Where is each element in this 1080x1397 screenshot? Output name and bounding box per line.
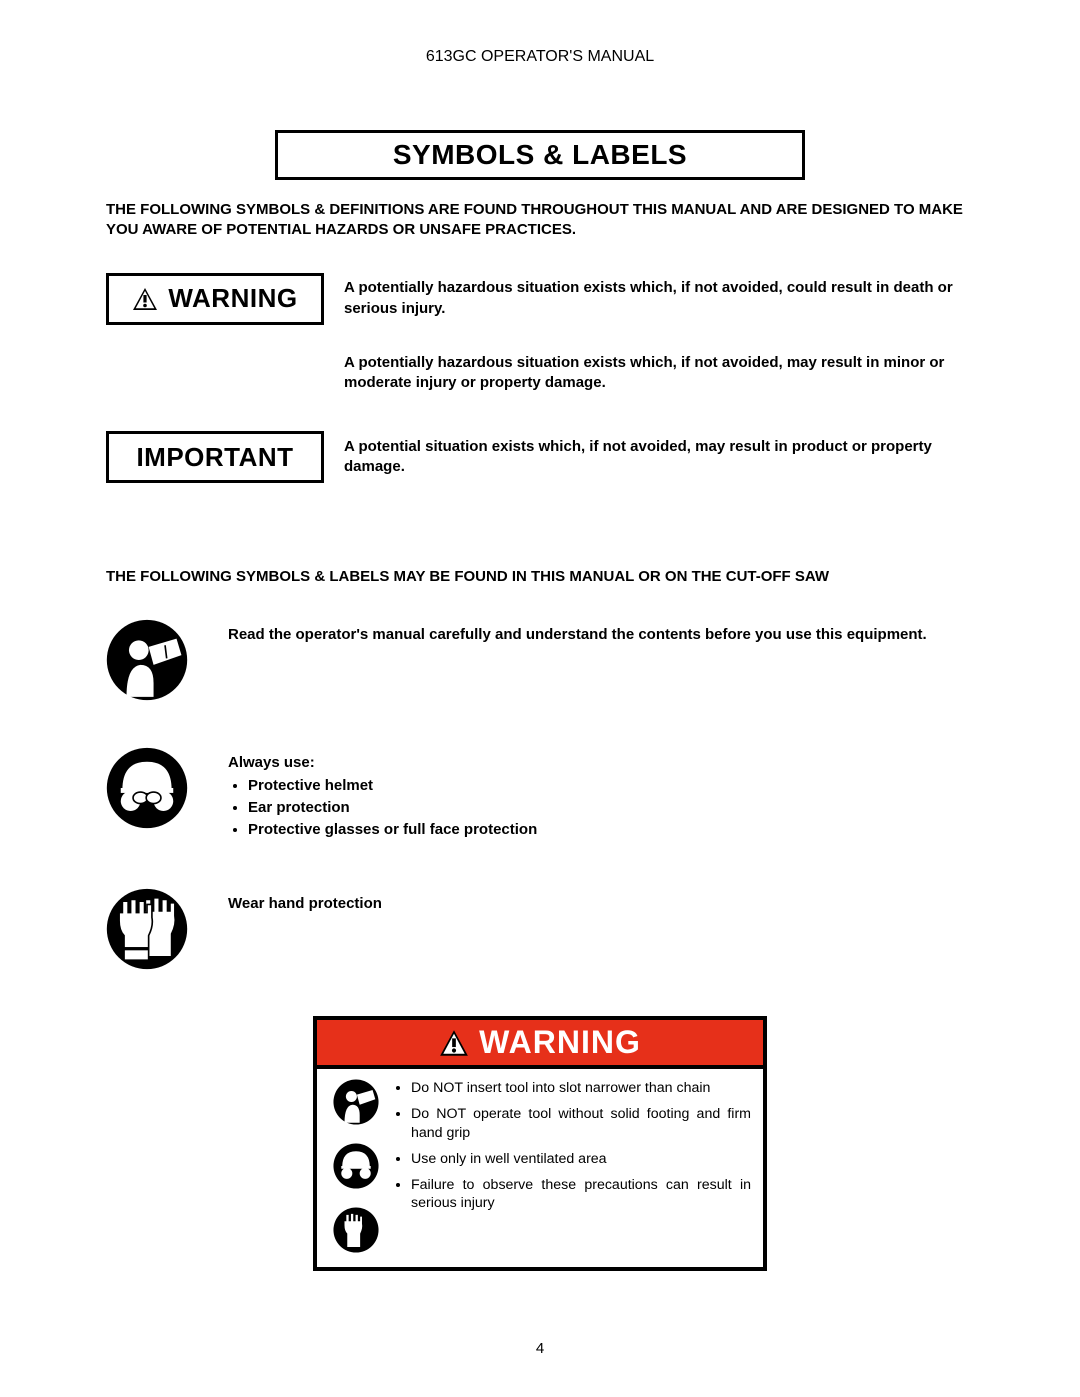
definition-row-important: IMPORTANT A potential situation exists w… xyxy=(106,431,974,483)
warning-label-list: Do NOT insert tool into slot narrower th… xyxy=(397,1079,751,1253)
ppe-bullet: Ear protection xyxy=(248,798,974,818)
caution-definition-text: A potentially hazardous situation exists… xyxy=(344,353,974,394)
symbol-ppe-text: Always use: Protective helmet Ear protec… xyxy=(228,747,974,842)
read-manual-icon xyxy=(333,1079,379,1125)
section-title-box: SYMBOLS & LABELS xyxy=(275,130,805,180)
warning-item: Failure to observe these precautions can… xyxy=(411,1176,751,1212)
important-box: IMPORTANT xyxy=(106,431,324,483)
symbol-manual-text: Read the operator's manual carefully and… xyxy=(228,619,974,645)
warning-item: Do NOT insert tool into slot narrower th… xyxy=(411,1079,751,1097)
document-header: 613GC OPERATOR'S MANUAL xyxy=(106,48,974,66)
important-definition-text: A potential situation exists which, if n… xyxy=(344,437,974,478)
intro-paragraph: THE FOLLOWING SYMBOLS & DEFINITIONS ARE … xyxy=(106,200,974,241)
page-number: 4 xyxy=(0,1340,1080,1357)
page: 613GC OPERATOR'S MANUAL SYMBOLS & LABELS… xyxy=(0,0,1080,1397)
warning-label-title: WARNING xyxy=(479,1024,641,1061)
ppe-head-icon xyxy=(333,1143,379,1189)
gloves-icon xyxy=(106,888,188,970)
symbol-gloves-text: Wear hand protection xyxy=(228,888,974,914)
warning-item: Use only in well ventilated area xyxy=(411,1150,751,1168)
alert-triangle-icon xyxy=(439,1029,469,1057)
definition-row-caution: A potentially hazardous situation exists… xyxy=(106,353,974,394)
warning-definition-text: A potentially hazardous situation exists… xyxy=(344,278,974,319)
warning-label-header: WARNING xyxy=(317,1020,763,1069)
symbol-row-ppe: Always use: Protective helmet Ear protec… xyxy=(106,747,974,842)
warning-label-panel: WARNING xyxy=(313,1016,767,1271)
symbol-ppe-lead: Always use: xyxy=(228,754,315,771)
symbol-ppe-bullets: Protective helmet Ear protection Protect… xyxy=(248,776,974,841)
read-manual-icon xyxy=(106,619,188,701)
symbol-row-gloves: Wear hand protection xyxy=(106,888,974,970)
definition-row-warning: WARNING A potentially hazardous situatio… xyxy=(106,273,974,325)
symbol-row-manual: Read the operator's manual carefully and… xyxy=(106,619,974,701)
warning-label-icons xyxy=(327,1079,385,1253)
warning-box: WARNING xyxy=(106,273,324,325)
ppe-bullet: Protective helmet xyxy=(248,776,974,796)
ppe-bullet: Protective glasses or full face protecti… xyxy=(248,820,974,840)
warning-item: Do NOT operate tool without solid footin… xyxy=(411,1105,751,1141)
important-label: IMPORTANT xyxy=(136,442,293,473)
section-title: SYMBOLS & LABELS xyxy=(393,139,687,170)
alert-triangle-icon xyxy=(132,287,158,311)
gloves-icon xyxy=(333,1207,379,1253)
ppe-head-icon xyxy=(106,747,188,829)
warning-label: WARNING xyxy=(168,283,297,314)
warning-label-body: Do NOT insert tool into slot narrower th… xyxy=(317,1069,763,1267)
symbols-subheading: THE FOLLOWING SYMBOLS & LABELS MAY BE FO… xyxy=(106,567,974,587)
